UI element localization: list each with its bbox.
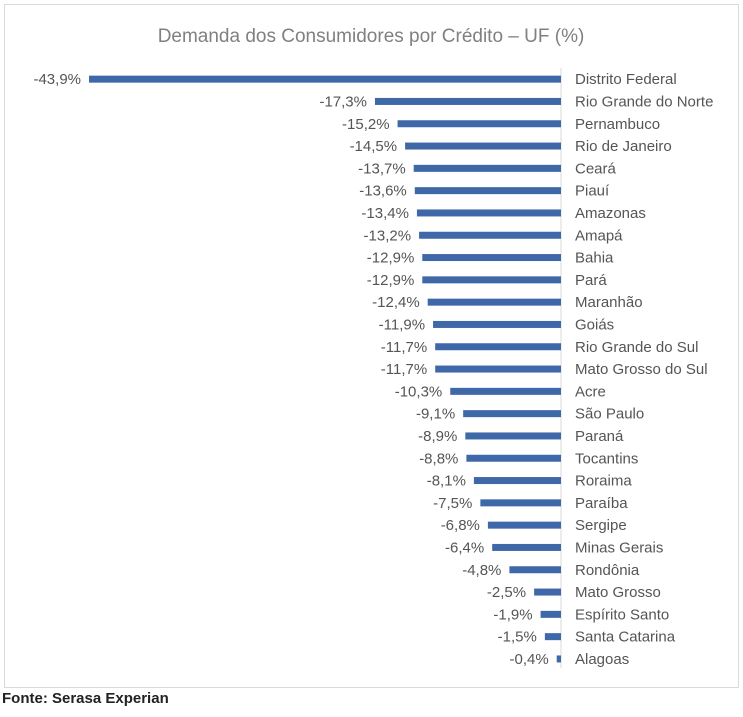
value-label-3: -14,5% <box>350 138 398 155</box>
category-label-18: Roraima <box>575 473 632 490</box>
bar-0 <box>89 75 561 83</box>
value-label-14: -10,3% <box>395 383 443 400</box>
value-label-6: -13,4% <box>361 205 409 222</box>
value-label-5: -13,6% <box>359 183 407 200</box>
bar-24 <box>540 610 561 618</box>
category-label-5: Piauí <box>575 183 610 200</box>
category-label-16: Paraná <box>575 428 624 445</box>
value-label-13: -11,7% <box>381 361 427 378</box>
bar-22 <box>509 566 561 574</box>
category-label-9: Pará <box>575 272 607 289</box>
value-label-26: -0,4% <box>510 651 549 668</box>
bar-14 <box>450 387 561 395</box>
category-label-3: Rio de Janeiro <box>575 138 672 155</box>
bar-19 <box>480 499 561 507</box>
value-label-18: -8,1% <box>427 473 466 490</box>
bar-26 <box>556 655 561 663</box>
bar-13 <box>435 365 561 373</box>
category-label-23: Mato Grosso <box>575 584 661 601</box>
value-label-1: -17,3% <box>319 93 367 110</box>
value-label-4: -13,7% <box>358 160 406 177</box>
bars-layer: -43,9% Distrito Federal -17,3% Rio Grande d… <box>33 71 713 668</box>
bar-25 <box>544 633 561 641</box>
category-label-1: Rio Grande do Norte <box>575 93 713 110</box>
value-label-9: -12,9% <box>367 272 415 289</box>
value-label-2: -15,2% <box>342 116 390 133</box>
category-label-17: Tocantins <box>575 450 638 467</box>
bar-23 <box>534 588 561 596</box>
category-label-0: Distrito Federal <box>575 71 677 88</box>
category-label-7: Amapá <box>575 227 623 244</box>
category-label-26: Alagoas <box>575 651 629 668</box>
category-label-2: Pernambuco <box>575 116 660 133</box>
bar-15 <box>463 410 561 418</box>
bar-11 <box>433 320 561 328</box>
value-label-17: -8,8% <box>419 450 458 467</box>
value-label-7: -13,2% <box>364 227 412 244</box>
value-label-16: -8,9% <box>418 428 457 445</box>
bar-21 <box>492 543 561 551</box>
bar-1 <box>374 97 561 105</box>
category-label-24: Espírito Santo <box>575 606 669 623</box>
bar-4 <box>413 164 561 172</box>
category-label-4: Ceará <box>575 160 617 177</box>
value-label-20: -6,8% <box>441 517 480 534</box>
category-label-10: Maranhão <box>575 294 643 311</box>
chart-title: Demanda dos Consumidores por Crédito – U… <box>158 26 585 47</box>
category-label-8: Bahia <box>575 250 614 267</box>
value-label-12: -11,7% <box>381 339 427 356</box>
category-label-14: Acre <box>575 383 606 400</box>
bar-8 <box>422 254 561 262</box>
value-label-11: -11,9% <box>379 316 425 333</box>
category-label-11: Goiás <box>575 316 614 333</box>
category-label-6: Amazonas <box>575 205 646 222</box>
category-label-13: Mato Grosso do Sul <box>575 361 708 378</box>
bar-3 <box>405 142 561 150</box>
bar-2 <box>397 120 561 128</box>
category-label-19: Paraíba <box>575 495 628 512</box>
value-label-23: -2,5% <box>487 584 526 601</box>
category-label-12: Rio Grande do Sul <box>575 339 698 356</box>
category-label-20: Sergipe <box>575 517 627 534</box>
value-label-8: -12,9% <box>367 250 415 267</box>
bar-16 <box>465 432 561 440</box>
category-label-22: Rondônia <box>575 562 640 579</box>
value-label-22: -4,8% <box>462 562 501 579</box>
bar-20 <box>487 521 561 529</box>
chart-frame <box>4 4 739 688</box>
value-label-15: -9,1% <box>416 406 455 423</box>
bar-chart: Demanda dos Consumidores por Crédito – U… <box>33 26 713 668</box>
bar-17 <box>466 454 561 462</box>
category-label-25: Santa Catarina <box>575 629 676 646</box>
source-note: Fonte: Serasa Experian <box>2 690 169 707</box>
bar-12 <box>435 343 561 351</box>
value-label-25: -1,5% <box>498 629 537 646</box>
value-label-24: -1,9% <box>493 606 532 623</box>
bar-7 <box>419 231 561 239</box>
bar-6 <box>416 209 561 217</box>
value-label-0: -43,9% <box>33 71 81 88</box>
bar-5 <box>414 187 561 195</box>
bar-10 <box>427 298 561 306</box>
value-label-21: -6,4% <box>445 539 484 556</box>
bar-18 <box>473 477 561 485</box>
value-label-10: -12,4% <box>372 294 420 311</box>
category-label-21: Minas Gerais <box>575 539 663 556</box>
bar-9 <box>422 276 561 284</box>
value-label-19: -7,5% <box>433 495 472 512</box>
category-label-15: São Paulo <box>575 406 644 423</box>
